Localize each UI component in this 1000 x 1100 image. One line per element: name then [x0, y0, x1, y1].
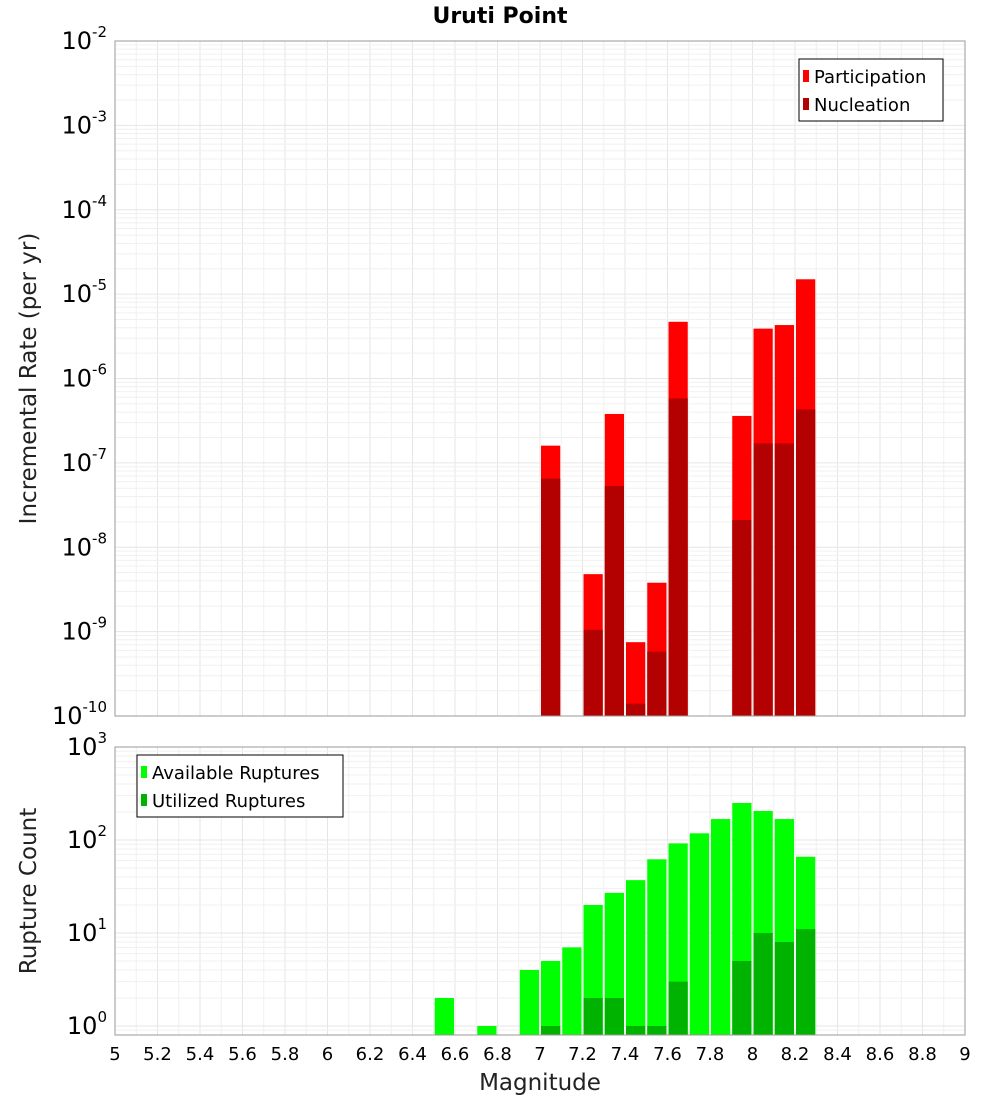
bottom-plot-grid — [114, 746, 966, 1036]
legend-swatch — [141, 794, 147, 806]
bar-participation — [626, 642, 646, 716]
y-tick-label: 10-10 — [52, 698, 107, 730]
x-tick-label: 8 — [747, 1044, 758, 1065]
x-tick-label: 8.6 — [866, 1044, 895, 1065]
x-tick-label: 7.4 — [611, 1044, 640, 1065]
top-plot-bars — [541, 279, 816, 716]
y-tick-label: 101 — [67, 915, 107, 947]
bottom-y-axis-label: Rupture Count — [16, 808, 42, 974]
x-tick-label: 5.8 — [271, 1044, 300, 1065]
y-tick-label: 10-2 — [61, 23, 107, 55]
x-tick-label: 6.8 — [483, 1044, 512, 1065]
y-tick-label: 10-6 — [61, 361, 107, 393]
x-tick-label: 8.8 — [908, 1044, 937, 1065]
x-tick-label: 5.6 — [228, 1044, 257, 1065]
bar-utilized-ruptures — [774, 942, 794, 1035]
x-tick-label: 7.2 — [568, 1044, 597, 1065]
bar-utilized-ruptures — [604, 997, 624, 1035]
bottom-plot-bars — [434, 802, 816, 1035]
x-tick-label: 5.2 — [143, 1044, 172, 1065]
bar-available-ruptures — [626, 880, 646, 1035]
bar-nucleation — [583, 629, 603, 716]
y-tick-label: 102 — [67, 822, 107, 854]
bar-nucleation — [604, 486, 624, 716]
x-tick-label: 7.6 — [653, 1044, 682, 1065]
x-tick-label: 6.4 — [398, 1044, 427, 1065]
bar-nucleation — [647, 651, 667, 716]
legend-label: Utilized Ruptures — [152, 791, 305, 812]
y-tick-label: 10-7 — [61, 445, 107, 477]
x-axis-label: Magnitude — [479, 1070, 601, 1096]
top-legend: Participation Nucleation — [798, 58, 944, 122]
x-tick-labels: 5 5.2 5.4 5.6 5.8 6 6.2 6.4 6.6 6.8 7 7.2 7.4 7.6 7.8 8… — [109, 1044, 970, 1065]
legend-swatch — [141, 766, 147, 778]
bar-nucleation — [541, 478, 561, 716]
bar-utilized-ruptures — [541, 1025, 561, 1035]
x-tick-label: 7 — [534, 1044, 545, 1065]
y-tick-label: 100 — [67, 1008, 107, 1040]
legend-swatch — [803, 98, 809, 110]
bar-utilized-ruptures — [732, 960, 752, 1035]
chart-title: Uruti Point — [432, 4, 568, 29]
bar-utilized-ruptures — [796, 929, 816, 1035]
bar-utilized-ruptures — [583, 997, 603, 1035]
bar-nucleation — [753, 443, 773, 716]
x-tick-label: 8.2 — [781, 1044, 810, 1065]
bar-nucleation — [626, 703, 646, 716]
bar-available-ruptures — [711, 819, 731, 1035]
bar-nucleation — [774, 443, 794, 716]
bar-available-ruptures — [647, 859, 667, 1035]
legend-label: Nucleation — [814, 95, 910, 116]
y-tick-label: 10-9 — [61, 614, 107, 646]
top-plot-grid — [114, 40, 966, 717]
y-tick-label: 10-8 — [61, 529, 107, 561]
legend-label: Participation — [814, 67, 926, 88]
y-tick-label: 10-3 — [61, 107, 107, 139]
x-tick-label: 8.4 — [823, 1044, 852, 1065]
x-tick-label: 5 — [109, 1044, 120, 1065]
legend-box — [798, 58, 944, 122]
top-y-tick-labels: 10-10 10-9 10-8 10-7 10-6 10-5 10-4 10-3 10-2 — [52, 23, 107, 730]
top-plot-frame — [114, 40, 966, 717]
bar-available-ruptures — [541, 960, 561, 1035]
bottom-plot-frame — [114, 746, 966, 1036]
legend-label: Available Ruptures — [152, 763, 320, 784]
bar-utilized-ruptures — [753, 932, 773, 1035]
x-tick-label: 6.2 — [356, 1044, 385, 1065]
bar-available-ruptures — [519, 969, 539, 1035]
x-tick-label: 6 — [322, 1044, 333, 1065]
bar-utilized-ruptures — [647, 1025, 667, 1035]
bar-nucleation — [668, 398, 688, 716]
top-y-axis-label: Incremental Rate (per yr) — [16, 233, 42, 525]
x-tick-label: 6.6 — [441, 1044, 470, 1065]
bar-nucleation — [796, 409, 816, 716]
x-tick-label: 9 — [959, 1044, 970, 1065]
y-tick-label: 103 — [67, 729, 107, 761]
bar-available-ruptures — [477, 1025, 497, 1035]
bar-available-ruptures — [562, 947, 582, 1035]
bottom-legend: Available Ruptures Utilized Ruptures — [136, 754, 344, 818]
bar-utilized-ruptures — [626, 1025, 646, 1035]
bar-utilized-ruptures — [668, 981, 688, 1035]
legend-box — [136, 754, 344, 818]
y-tick-label: 10-4 — [61, 192, 107, 224]
bar-available-ruptures — [689, 833, 709, 1035]
x-tick-label: 7.8 — [696, 1044, 725, 1065]
x-tick-label: 5.4 — [186, 1044, 215, 1065]
y-tick-label: 10-5 — [61, 276, 107, 308]
bar-available-ruptures — [434, 997, 454, 1035]
bottom-y-tick-labels: 100 101 102 103 — [67, 729, 107, 1040]
bar-nucleation — [732, 520, 752, 716]
legend-swatch — [803, 70, 809, 82]
